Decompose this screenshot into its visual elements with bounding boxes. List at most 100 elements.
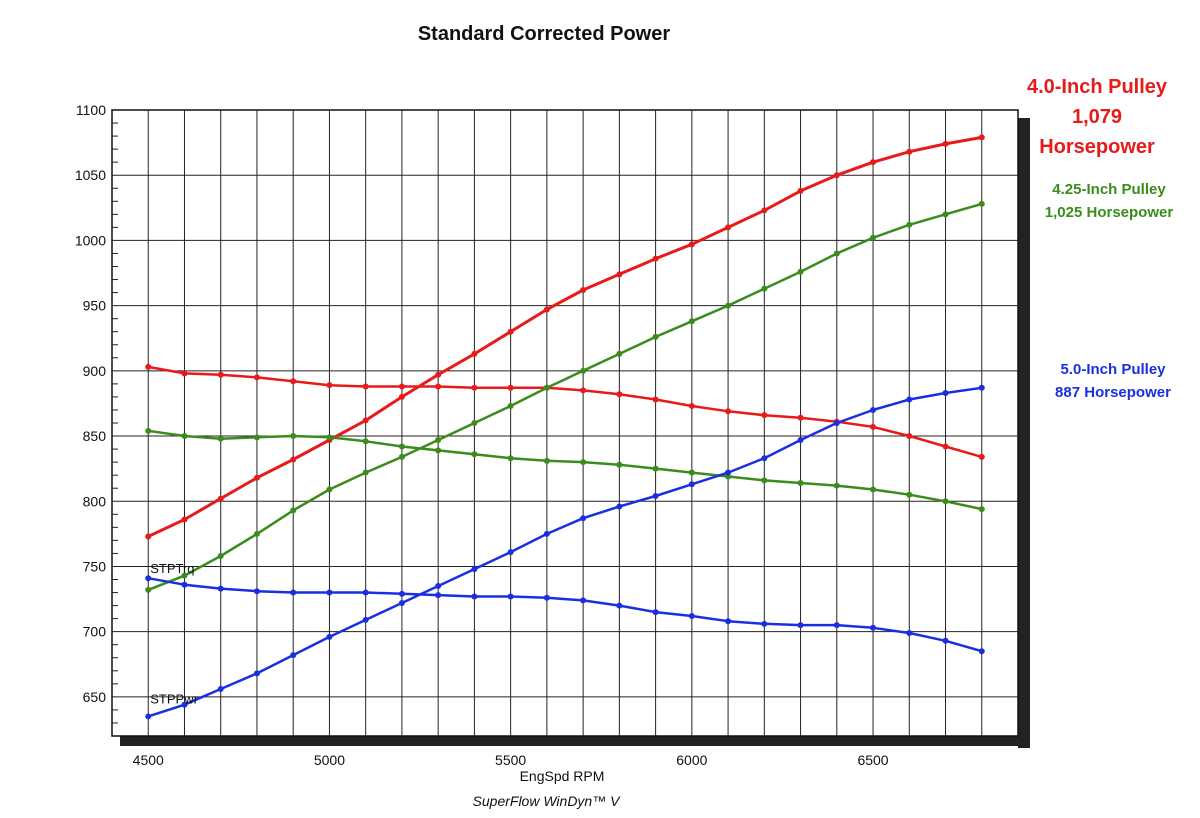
data-point bbox=[942, 498, 949, 505]
data-point bbox=[398, 453, 405, 460]
data-point bbox=[543, 306, 550, 313]
data-point bbox=[942, 140, 949, 147]
data-point bbox=[181, 433, 188, 440]
data-point bbox=[616, 271, 623, 278]
data-point bbox=[507, 549, 514, 556]
data-point bbox=[688, 469, 695, 476]
plot-shadow bbox=[120, 118, 1030, 748]
data-point bbox=[435, 447, 442, 454]
data-point bbox=[435, 383, 442, 390]
series-torque bbox=[145, 427, 985, 513]
data-point bbox=[761, 207, 768, 214]
data-point bbox=[181, 516, 188, 523]
data-point bbox=[797, 622, 804, 629]
annotation-line: 4.25-Inch Pulley bbox=[1052, 181, 1166, 198]
data-point bbox=[326, 382, 333, 389]
plot-shadow-bottom bbox=[120, 736, 1030, 746]
data-point bbox=[145, 713, 152, 720]
data-point bbox=[435, 592, 442, 599]
y-tick-label: 750 bbox=[83, 558, 107, 574]
series-line bbox=[147, 386, 982, 718]
data-point bbox=[942, 443, 949, 450]
plot-shadow-right bbox=[1018, 118, 1030, 748]
data-point bbox=[181, 581, 188, 588]
series-torque bbox=[145, 575, 985, 655]
data-point bbox=[978, 200, 985, 207]
data-point bbox=[471, 420, 478, 426]
data-point bbox=[253, 434, 260, 441]
data-point bbox=[761, 412, 768, 419]
data-point bbox=[543, 384, 550, 391]
annotation-line: Horsepower bbox=[1039, 136, 1155, 158]
data-point bbox=[652, 493, 659, 500]
data-point bbox=[181, 572, 188, 579]
data-point bbox=[688, 318, 695, 325]
data-point bbox=[978, 453, 985, 460]
data-point bbox=[833, 250, 840, 257]
data-point bbox=[362, 417, 369, 424]
data-point bbox=[797, 414, 804, 421]
data-point bbox=[725, 224, 732, 231]
data-point bbox=[435, 583, 442, 590]
data-point bbox=[507, 384, 514, 391]
data-point bbox=[761, 620, 768, 627]
data-point bbox=[471, 593, 478, 600]
data-point bbox=[906, 148, 913, 155]
data-point bbox=[290, 378, 297, 385]
data-point bbox=[507, 593, 514, 600]
data-point bbox=[978, 384, 985, 391]
y-axis-ticks: 650 700 750 800 850 900 950 1000 1050 1100 bbox=[75, 102, 106, 705]
annotation-line: 4.0-Inch Pulley bbox=[1026, 76, 1168, 98]
data-point bbox=[507, 328, 514, 335]
data-point bbox=[580, 459, 587, 466]
data-point bbox=[362, 383, 369, 390]
data-point bbox=[362, 589, 369, 596]
x-tick-label: 5000 bbox=[314, 752, 345, 768]
annotation-5-inch-pulley: 5.0-Inch Pulley 887 Horsepower bbox=[1038, 358, 1188, 404]
data-point bbox=[217, 495, 224, 502]
data-point bbox=[616, 503, 623, 510]
annotation-4-inch-pulley: 4.0-Inch Pulley 1,079 Horsepower bbox=[1002, 72, 1192, 162]
data-point bbox=[290, 589, 297, 596]
data-point bbox=[761, 285, 768, 292]
data-point bbox=[797, 436, 804, 443]
data-point bbox=[725, 618, 732, 625]
data-point bbox=[833, 172, 840, 179]
x-axis-ticks: 4500 5000 5500 6000 6500 bbox=[133, 752, 889, 768]
chart-title: Standard Corrected Power bbox=[418, 23, 671, 45]
data-point bbox=[652, 609, 659, 616]
annotation-line: 5.0-Inch Pulley bbox=[1060, 361, 1166, 378]
curve-labels: STPTrq STPPwr bbox=[150, 561, 198, 706]
data-point bbox=[145, 427, 152, 434]
data-point bbox=[181, 701, 188, 708]
data-point bbox=[217, 371, 224, 378]
data-point bbox=[145, 363, 152, 370]
data-point bbox=[435, 371, 442, 378]
data-point bbox=[326, 434, 333, 441]
data-point bbox=[290, 433, 297, 440]
series-power bbox=[145, 134, 985, 540]
data-point bbox=[688, 613, 695, 620]
annotation-line: 1,025 Horsepower bbox=[1044, 204, 1174, 221]
data-point bbox=[181, 370, 188, 377]
data-point bbox=[471, 451, 478, 458]
series-line bbox=[147, 576, 983, 653]
data-point bbox=[253, 670, 260, 677]
data-point bbox=[870, 406, 877, 413]
data-point bbox=[253, 474, 260, 481]
data-point bbox=[507, 403, 514, 410]
y-tick-label: 1050 bbox=[75, 167, 106, 183]
footer-caption: SuperFlow WinDyn™ V bbox=[473, 793, 622, 809]
series-line bbox=[147, 202, 983, 592]
data-point bbox=[580, 286, 587, 293]
data-point bbox=[652, 396, 659, 403]
x-tick-label: 6500 bbox=[857, 752, 888, 768]
data-point bbox=[616, 391, 623, 398]
data-point bbox=[290, 507, 297, 514]
series-power bbox=[145, 384, 985, 720]
grid bbox=[111, 109, 1019, 737]
data-point bbox=[870, 423, 877, 430]
data-point bbox=[978, 648, 985, 655]
curve-label-power: STPPwr bbox=[150, 691, 198, 706]
